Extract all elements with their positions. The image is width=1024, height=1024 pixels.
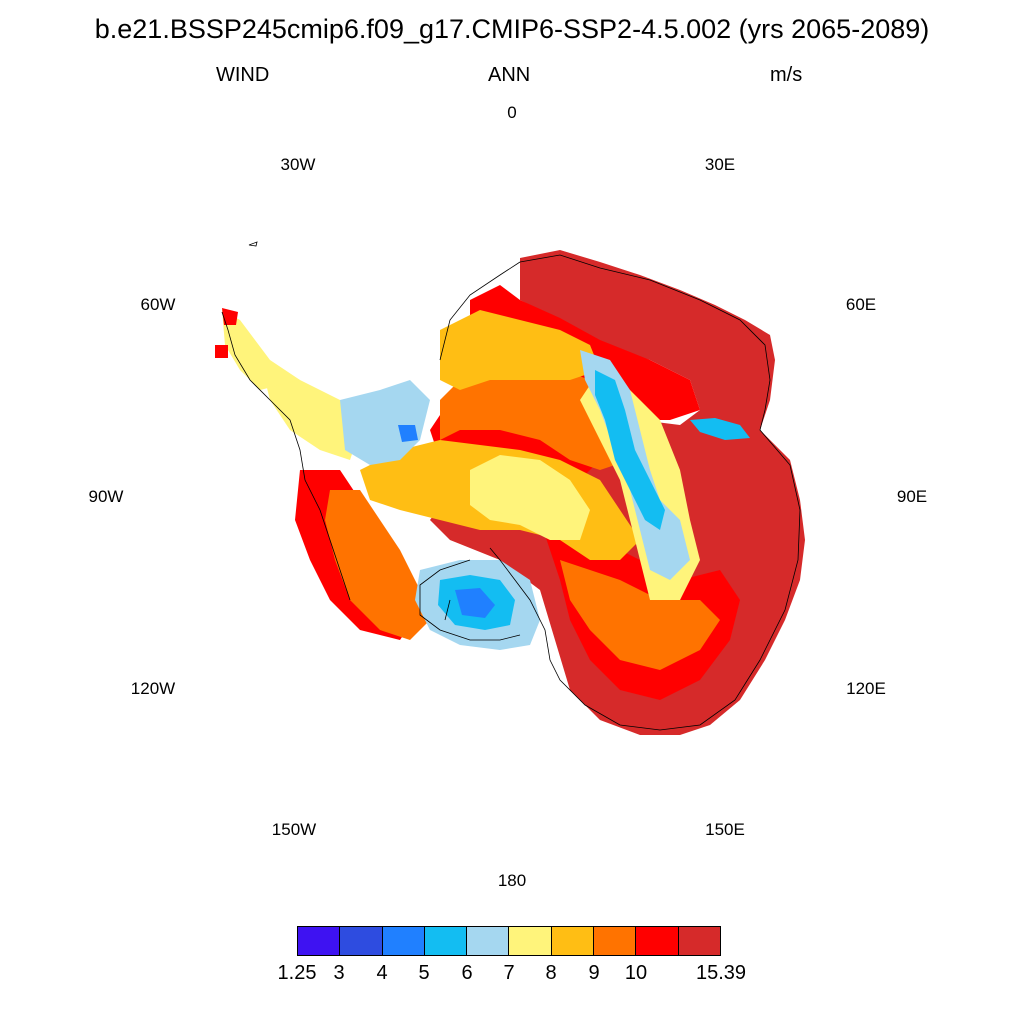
wind-field-band — [398, 425, 418, 442]
colorbar-bin — [340, 927, 383, 955]
variable-label: WIND — [216, 64, 270, 86]
wind-field-band — [260, 360, 360, 460]
wind-field-band — [490, 475, 530, 515]
colorbar-tick: 9 — [588, 962, 600, 984]
units-label: m/s — [770, 64, 803, 86]
colorbar-tick: 10 — [624, 962, 648, 984]
wind-field-band — [595, 370, 665, 530]
lon-label-90e: 90E — [896, 487, 928, 506]
colorbar-bin — [467, 927, 510, 955]
colorbar-tick: 6 — [461, 962, 473, 984]
lon-label-90w: 90W — [88, 487, 124, 506]
colorbar-tick: 3 — [333, 962, 345, 984]
colorbar-bin — [298, 927, 341, 955]
lon-label-30w: 30W — [280, 155, 316, 174]
colorbar-tick: 15.39 — [695, 962, 747, 984]
colorbar-bin — [636, 927, 679, 955]
coastline — [221, 254, 801, 731]
lon-label-180: 180 — [497, 871, 527, 890]
colorbar-tick: 7 — [503, 962, 515, 984]
lon-label-150w: 150W — [271, 820, 317, 839]
lon-label-60e: 60E — [845, 295, 877, 314]
wind-field-band — [470, 455, 590, 540]
season-label: ANN — [488, 64, 531, 86]
map-title: b.e21.BSSP245cmip6.f09_g17.CMIP6-SSP2-4.… — [94, 14, 930, 44]
lon-label-60w: 60W — [140, 295, 176, 314]
lon-label-150e: 150E — [705, 820, 745, 839]
colorbar-bin — [594, 927, 637, 955]
lon-label-0: 0 — [507, 103, 517, 122]
lon-label-30e: 30E — [704, 155, 736, 174]
colorbar-tick: 4 — [376, 962, 388, 984]
colorbar-tick: 1.25 — [277, 962, 317, 984]
colorbar-bin — [382, 927, 425, 955]
colorbar-tick: 8 — [545, 962, 557, 984]
colorbar-bin — [678, 927, 720, 955]
lon-label-120w: 120W — [130, 679, 176, 698]
colorbar-bin — [509, 927, 552, 955]
wind-field-band — [560, 560, 720, 670]
wind-field-band — [222, 310, 300, 390]
colorbar — [297, 926, 721, 956]
wind-field-band — [690, 418, 750, 440]
wind-field-band — [325, 490, 430, 640]
wind-field-band — [215, 345, 228, 358]
lon-label-120e: 120E — [846, 679, 886, 698]
colorbar-bin — [424, 927, 468, 955]
colorbar-bin — [551, 927, 595, 955]
wind-field-band — [455, 588, 495, 618]
wind-field-band — [222, 308, 238, 325]
wind-field-band — [440, 310, 600, 390]
island-outline — [248, 241, 258, 247]
colorbar-tick: 5 — [418, 962, 430, 984]
wind-field-band — [340, 380, 430, 465]
